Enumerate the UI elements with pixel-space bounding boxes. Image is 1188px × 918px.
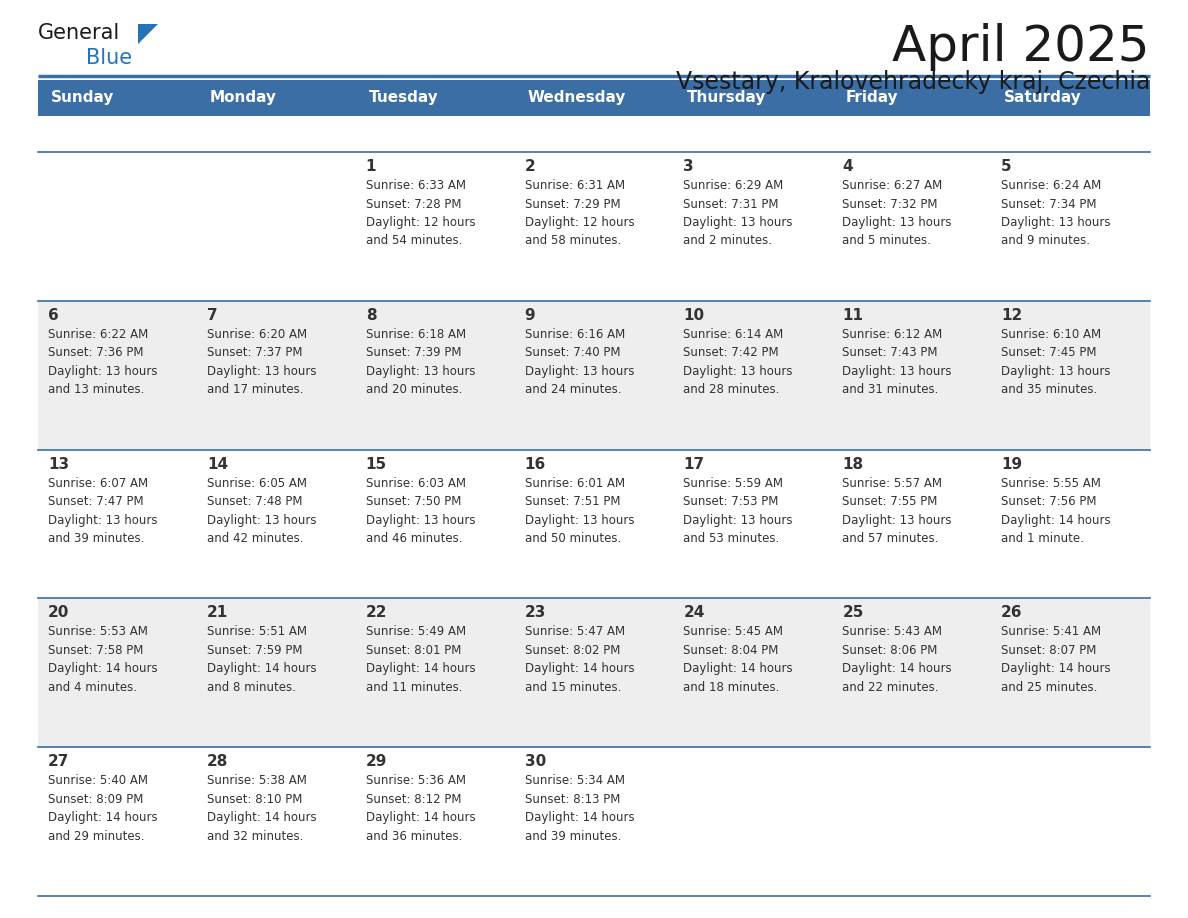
Text: Sunrise: 6:33 AM
Sunset: 7:28 PM
Daylight: 12 hours
and 54 minutes.: Sunrise: 6:33 AM Sunset: 7:28 PM Dayligh… xyxy=(366,179,475,248)
Text: Sunrise: 5:53 AM
Sunset: 7:58 PM
Daylight: 14 hours
and 4 minutes.: Sunrise: 5:53 AM Sunset: 7:58 PM Dayligh… xyxy=(48,625,158,694)
Text: 9: 9 xyxy=(525,308,536,323)
Text: 8: 8 xyxy=(366,308,377,323)
Bar xyxy=(38,152,1150,301)
Text: Sunrise: 5:55 AM
Sunset: 7:56 PM
Daylight: 14 hours
and 1 minute.: Sunrise: 5:55 AM Sunset: 7:56 PM Dayligh… xyxy=(1001,476,1111,545)
Text: 28: 28 xyxy=(207,755,228,769)
Text: Sunrise: 6:31 AM
Sunset: 7:29 PM
Daylight: 12 hours
and 58 minutes.: Sunrise: 6:31 AM Sunset: 7:29 PM Dayligh… xyxy=(525,179,634,248)
Text: 1: 1 xyxy=(366,159,377,174)
Text: 26: 26 xyxy=(1001,605,1023,621)
Text: Sunrise: 6:05 AM
Sunset: 7:48 PM
Daylight: 13 hours
and 42 minutes.: Sunrise: 6:05 AM Sunset: 7:48 PM Dayligh… xyxy=(207,476,316,545)
Text: Sunrise: 5:38 AM
Sunset: 8:10 PM
Daylight: 14 hours
and 32 minutes.: Sunrise: 5:38 AM Sunset: 8:10 PM Dayligh… xyxy=(207,774,316,843)
Text: Wednesday: Wednesday xyxy=(527,91,626,106)
Text: Sunrise: 6:10 AM
Sunset: 7:45 PM
Daylight: 13 hours
and 35 minutes.: Sunrise: 6:10 AM Sunset: 7:45 PM Dayligh… xyxy=(1001,328,1111,397)
Text: Sunrise: 5:49 AM
Sunset: 8:01 PM
Daylight: 14 hours
and 11 minutes.: Sunrise: 5:49 AM Sunset: 8:01 PM Dayligh… xyxy=(366,625,475,694)
Text: Tuesday: Tuesday xyxy=(368,91,438,106)
Text: 20: 20 xyxy=(48,605,69,621)
Text: 14: 14 xyxy=(207,456,228,472)
Text: Thursday: Thursday xyxy=(687,91,766,106)
Text: Blue: Blue xyxy=(86,48,132,68)
Text: Friday: Friday xyxy=(846,91,898,106)
Text: Sunrise: 5:47 AM
Sunset: 8:02 PM
Daylight: 14 hours
and 15 minutes.: Sunrise: 5:47 AM Sunset: 8:02 PM Dayligh… xyxy=(525,625,634,694)
Bar xyxy=(38,747,1150,896)
Text: 17: 17 xyxy=(683,456,704,472)
Text: 10: 10 xyxy=(683,308,704,323)
Text: Sunrise: 6:03 AM
Sunset: 7:50 PM
Daylight: 13 hours
and 46 minutes.: Sunrise: 6:03 AM Sunset: 7:50 PM Dayligh… xyxy=(366,476,475,545)
Text: 13: 13 xyxy=(48,456,69,472)
Text: 6: 6 xyxy=(48,308,58,323)
Text: 2: 2 xyxy=(525,159,536,174)
Text: Sunrise: 5:40 AM
Sunset: 8:09 PM
Daylight: 14 hours
and 29 minutes.: Sunrise: 5:40 AM Sunset: 8:09 PM Dayligh… xyxy=(48,774,158,843)
Text: Sunrise: 6:07 AM
Sunset: 7:47 PM
Daylight: 13 hours
and 39 minutes.: Sunrise: 6:07 AM Sunset: 7:47 PM Dayligh… xyxy=(48,476,158,545)
Text: Vsestary, Kralovehradecky kraj, Czechia: Vsestary, Kralovehradecky kraj, Czechia xyxy=(676,70,1150,94)
Text: 11: 11 xyxy=(842,308,864,323)
Text: Sunrise: 6:18 AM
Sunset: 7:39 PM
Daylight: 13 hours
and 20 minutes.: Sunrise: 6:18 AM Sunset: 7:39 PM Dayligh… xyxy=(366,328,475,397)
Bar xyxy=(38,599,1150,747)
Text: April 2025: April 2025 xyxy=(892,23,1150,71)
Text: 4: 4 xyxy=(842,159,853,174)
Text: Saturday: Saturday xyxy=(1004,91,1082,106)
Text: Sunrise: 5:57 AM
Sunset: 7:55 PM
Daylight: 13 hours
and 57 minutes.: Sunrise: 5:57 AM Sunset: 7:55 PM Dayligh… xyxy=(842,476,952,545)
Text: Sunrise: 5:41 AM
Sunset: 8:07 PM
Daylight: 14 hours
and 25 minutes.: Sunrise: 5:41 AM Sunset: 8:07 PM Dayligh… xyxy=(1001,625,1111,694)
Text: Sunrise: 6:29 AM
Sunset: 7:31 PM
Daylight: 13 hours
and 2 minutes.: Sunrise: 6:29 AM Sunset: 7:31 PM Dayligh… xyxy=(683,179,792,248)
Text: 5: 5 xyxy=(1001,159,1012,174)
Text: Monday: Monday xyxy=(210,91,277,106)
Text: 29: 29 xyxy=(366,755,387,769)
Text: Sunrise: 5:45 AM
Sunset: 8:04 PM
Daylight: 14 hours
and 18 minutes.: Sunrise: 5:45 AM Sunset: 8:04 PM Dayligh… xyxy=(683,625,794,694)
Text: 7: 7 xyxy=(207,308,217,323)
Text: 25: 25 xyxy=(842,605,864,621)
Text: Sunrise: 6:20 AM
Sunset: 7:37 PM
Daylight: 13 hours
and 17 minutes.: Sunrise: 6:20 AM Sunset: 7:37 PM Dayligh… xyxy=(207,328,316,397)
Text: 27: 27 xyxy=(48,755,69,769)
Text: General: General xyxy=(38,23,120,43)
Text: Sunrise: 5:34 AM
Sunset: 8:13 PM
Daylight: 14 hours
and 39 minutes.: Sunrise: 5:34 AM Sunset: 8:13 PM Dayligh… xyxy=(525,774,634,843)
Text: 16: 16 xyxy=(525,456,545,472)
Text: 3: 3 xyxy=(683,159,694,174)
Text: 21: 21 xyxy=(207,605,228,621)
Text: Sunrise: 6:22 AM
Sunset: 7:36 PM
Daylight: 13 hours
and 13 minutes.: Sunrise: 6:22 AM Sunset: 7:36 PM Dayligh… xyxy=(48,328,158,397)
Polygon shape xyxy=(138,24,158,44)
Text: 18: 18 xyxy=(842,456,864,472)
Text: Sunrise: 5:36 AM
Sunset: 8:12 PM
Daylight: 14 hours
and 36 minutes.: Sunrise: 5:36 AM Sunset: 8:12 PM Dayligh… xyxy=(366,774,475,843)
Text: 19: 19 xyxy=(1001,456,1022,472)
Text: Sunday: Sunday xyxy=(51,91,114,106)
Text: 24: 24 xyxy=(683,605,704,621)
Text: Sunrise: 6:12 AM
Sunset: 7:43 PM
Daylight: 13 hours
and 31 minutes.: Sunrise: 6:12 AM Sunset: 7:43 PM Dayligh… xyxy=(842,328,952,397)
Text: 22: 22 xyxy=(366,605,387,621)
Text: Sunrise: 5:51 AM
Sunset: 7:59 PM
Daylight: 14 hours
and 8 minutes.: Sunrise: 5:51 AM Sunset: 7:59 PM Dayligh… xyxy=(207,625,316,694)
Text: Sunrise: 5:59 AM
Sunset: 7:53 PM
Daylight: 13 hours
and 53 minutes.: Sunrise: 5:59 AM Sunset: 7:53 PM Dayligh… xyxy=(683,476,792,545)
Text: 23: 23 xyxy=(525,605,546,621)
Text: 15: 15 xyxy=(366,456,387,472)
Text: 30: 30 xyxy=(525,755,545,769)
Text: Sunrise: 6:27 AM
Sunset: 7:32 PM
Daylight: 13 hours
and 5 minutes.: Sunrise: 6:27 AM Sunset: 7:32 PM Dayligh… xyxy=(842,179,952,248)
Bar xyxy=(38,80,1150,116)
Text: Sunrise: 6:14 AM
Sunset: 7:42 PM
Daylight: 13 hours
and 28 minutes.: Sunrise: 6:14 AM Sunset: 7:42 PM Dayligh… xyxy=(683,328,792,397)
Bar xyxy=(38,301,1150,450)
Bar xyxy=(38,450,1150,599)
Text: Sunrise: 6:24 AM
Sunset: 7:34 PM
Daylight: 13 hours
and 9 minutes.: Sunrise: 6:24 AM Sunset: 7:34 PM Dayligh… xyxy=(1001,179,1111,248)
Text: 12: 12 xyxy=(1001,308,1023,323)
Text: Sunrise: 6:01 AM
Sunset: 7:51 PM
Daylight: 13 hours
and 50 minutes.: Sunrise: 6:01 AM Sunset: 7:51 PM Dayligh… xyxy=(525,476,634,545)
Text: Sunrise: 5:43 AM
Sunset: 8:06 PM
Daylight: 14 hours
and 22 minutes.: Sunrise: 5:43 AM Sunset: 8:06 PM Dayligh… xyxy=(842,625,952,694)
Text: Sunrise: 6:16 AM
Sunset: 7:40 PM
Daylight: 13 hours
and 24 minutes.: Sunrise: 6:16 AM Sunset: 7:40 PM Dayligh… xyxy=(525,328,634,397)
